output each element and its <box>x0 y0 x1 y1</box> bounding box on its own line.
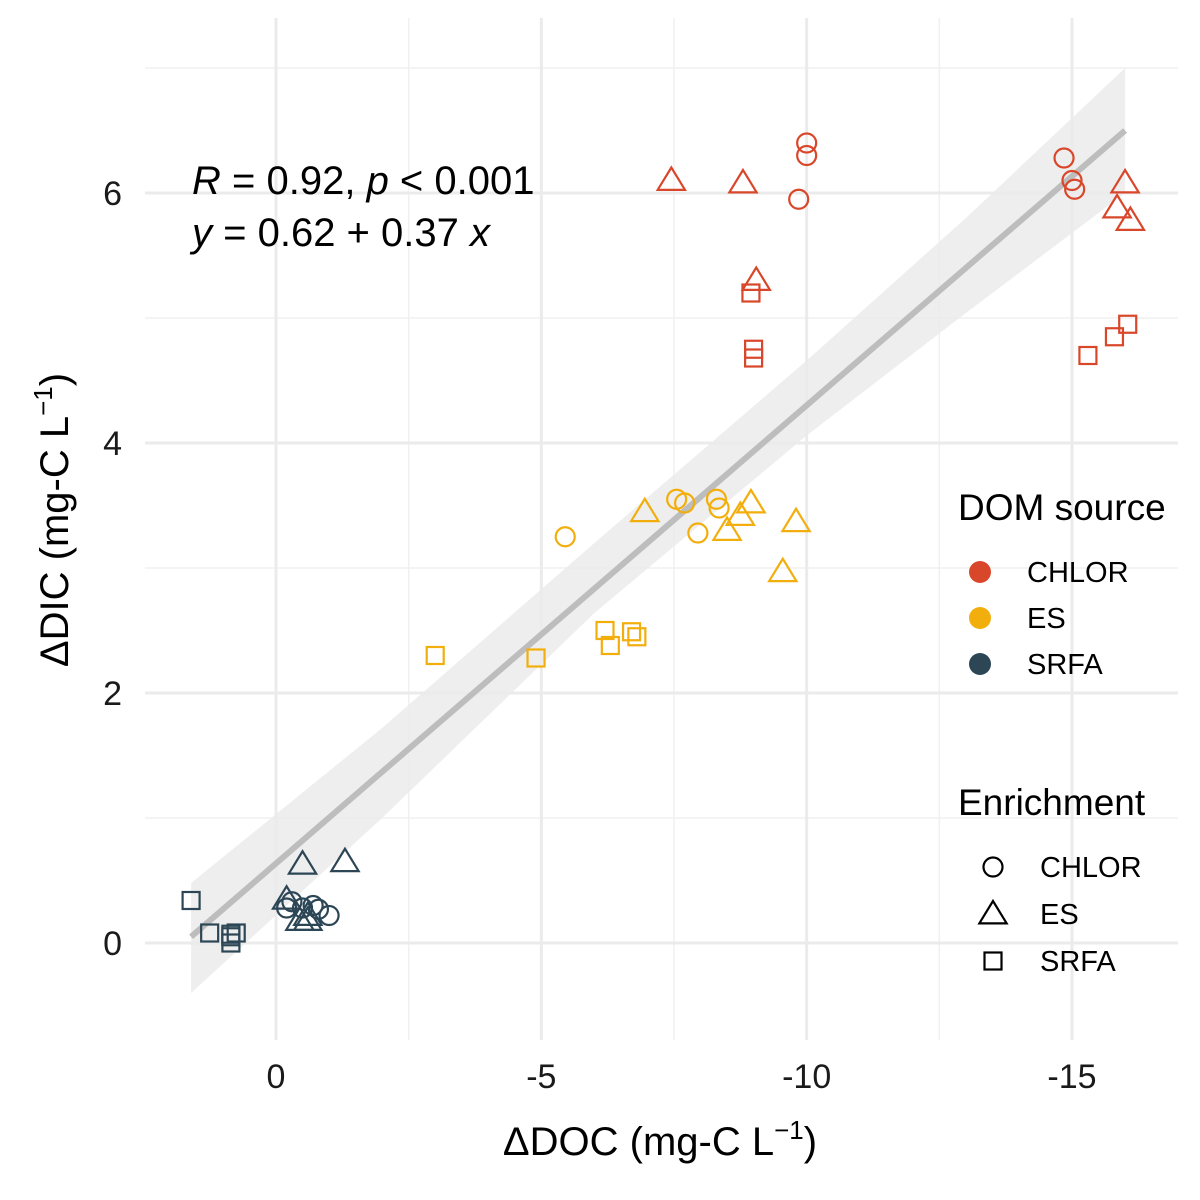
data-point-es-circle <box>674 492 696 514</box>
legend-source-label: SRFA <box>1027 649 1103 681</box>
x-tick-label: -15 <box>1047 1058 1096 1096</box>
data-point-chlor-triangle <box>740 265 772 291</box>
data-point-chlor-square <box>743 348 764 368</box>
data-point-es-triangle <box>629 496 661 523</box>
data-point-chlor-square <box>1104 327 1125 347</box>
data-point-es-square <box>595 620 615 641</box>
legend-enrichment-label: CHLOR <box>1040 852 1142 884</box>
data-point-chlor-circle <box>1064 178 1086 200</box>
data-point-chlor-triangle <box>727 167 759 194</box>
data-point-chlor-triangle <box>655 165 687 191</box>
legend-source-key <box>969 561 991 583</box>
data-point-srfa-square <box>181 890 201 911</box>
data-point-chlor-circle <box>796 132 818 154</box>
data-point-es-square <box>425 645 445 666</box>
data-point-srfa-square <box>221 924 241 944</box>
x-tick-label: -5 <box>526 1058 556 1096</box>
data-point-srfa-circle <box>281 891 303 913</box>
legend-source-label: CHLOR <box>1027 557 1129 589</box>
data-point-es-triangle <box>724 500 756 526</box>
y-tick-label: 6 <box>103 175 122 213</box>
data-point-srfa-square <box>200 923 220 943</box>
data-point-chlor-circle <box>796 144 818 167</box>
data-point-es-circle <box>554 526 576 548</box>
data-point-chlor-triangle <box>1101 192 1133 219</box>
legend-enrichment-key <box>983 951 1003 971</box>
y-tick-label: 0 <box>103 925 122 963</box>
legend-enrichment-label: SRFA <box>1040 946 1116 978</box>
data-point-srfa-triangle <box>271 884 303 910</box>
data-point-chlor-square <box>1118 314 1138 334</box>
legend-dom-source: DOM source CHLOR ES SRFA <box>958 487 1166 681</box>
data-point-chlor-square <box>741 283 761 303</box>
data-point-srfa-square <box>226 923 246 943</box>
x-tick-label: 0 <box>267 1058 286 1096</box>
regression-line <box>189 128 1128 940</box>
regression-equation: y = 0.62 + 0.37 x <box>189 211 492 255</box>
data-point-chlor-circle <box>788 188 810 210</box>
data-point-es-triangle <box>711 515 743 541</box>
data-point-es-square <box>526 648 546 668</box>
y-tick-label: 2 <box>103 675 122 713</box>
data-point-es-circle <box>705 488 728 510</box>
x-axis-tick-labels: 0 -5 -10 -15 <box>267 1058 1097 1096</box>
y-axis-tick-labels: 0 2 4 6 <box>103 175 122 963</box>
legend-enrichment-key <box>982 856 1004 878</box>
data-point-es-triangle <box>780 506 812 533</box>
data-point-chlor-triangle <box>1109 167 1141 194</box>
data-point-srfa-triangle <box>292 900 324 926</box>
legend-enrichment: Enrichment CHLOR ES SRFA <box>958 782 1146 978</box>
legend-source-title: DOM source <box>958 487 1166 528</box>
correlation-annotation: R = 0.92, p < 0.001 <box>192 159 535 203</box>
data-point-srfa-triangle <box>329 846 361 873</box>
data-point-chlor-triangle <box>1114 205 1146 231</box>
data-point-chlor-square <box>1078 345 1098 366</box>
y-tick-label: 4 <box>103 425 122 463</box>
legend-enrichment-key <box>977 898 1009 925</box>
data-point-es-square <box>600 635 620 656</box>
x-tick-label: -10 <box>782 1058 831 1096</box>
data-point-srfa-circle <box>318 904 340 927</box>
x-axis-title: ΔDOC (mg-C L−1) <box>503 1115 817 1164</box>
legend-enrichment-label: ES <box>1040 899 1079 931</box>
legend-source-key <box>969 607 991 629</box>
data-point-es-triangle <box>735 487 767 514</box>
data-point-es-circle <box>708 497 730 519</box>
data-point-srfa-triangle <box>284 905 316 931</box>
legend-source-key <box>969 653 991 675</box>
data-point-chlor-circle <box>1053 147 1075 169</box>
data-point-es-triangle <box>767 556 799 583</box>
data-point-chlor-circle <box>1061 169 1083 192</box>
legend-enrichment-title: Enrichment <box>958 782 1146 823</box>
data-point-srfa-triangle <box>286 849 319 875</box>
legend-source-label: ES <box>1027 603 1066 635</box>
data-point-es-circle <box>687 522 709 544</box>
y-axis-title: ΔDIC (mg-C L−1) <box>28 373 77 667</box>
data-point-es-square <box>621 622 642 642</box>
data-point-es-square <box>627 627 647 647</box>
data-points <box>181 132 1146 953</box>
